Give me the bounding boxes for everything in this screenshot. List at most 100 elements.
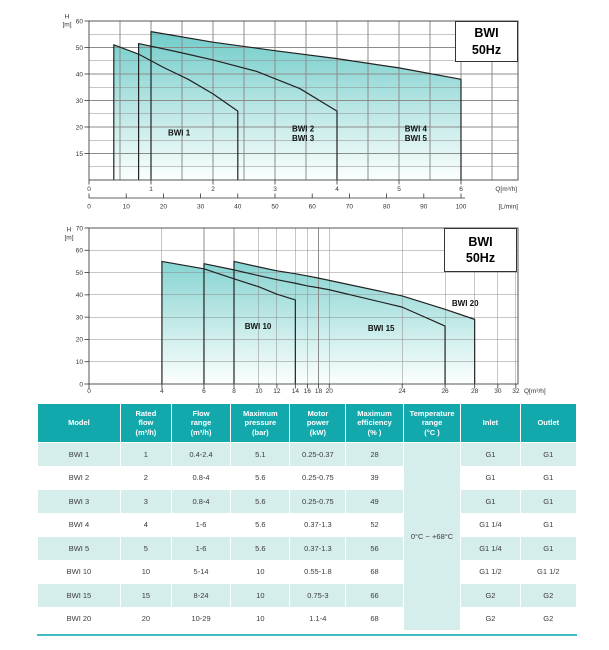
area-label-bwi-10: BWI 10 xyxy=(245,322,272,331)
lmin-tick-label: 90 xyxy=(420,204,428,211)
cell-inlet: G1 1/2 xyxy=(461,560,520,583)
cell-max-efficiency: 68 xyxy=(346,607,403,630)
x-tick-label: 4 xyxy=(335,186,339,193)
cell-max-pressure: 10 xyxy=(231,607,290,630)
y-tick-label: 40 xyxy=(76,292,84,299)
col-header-motor-power: Motor power (kW) xyxy=(290,404,346,442)
cell-rated-flow: 1 xyxy=(120,443,171,466)
cell-model: BWI 1 xyxy=(38,443,120,466)
table-row-bwi-5: BWI 5 5 1-6 5.6 0.37-1.3 56 G1 1/4 G1 xyxy=(38,537,576,560)
plot-frame xyxy=(88,227,519,385)
x-tick-label: 3 xyxy=(273,186,277,193)
col-header-max-pressure: Maximum pressure (bar) xyxy=(231,404,290,442)
x-tick-label: 14 xyxy=(292,388,300,395)
cell-model: BWI 15 xyxy=(38,584,120,607)
col-header-model: Model xyxy=(38,404,120,442)
chart1-title-box: BWI 50Hz xyxy=(455,21,518,62)
cell-outlet: G1 xyxy=(520,490,576,513)
cell-inlet: G1 1/4 xyxy=(461,513,520,536)
table-row-bwi-15: BWI 15 15 8-24 10 0.75-3 66 G2 G2 xyxy=(38,584,576,607)
y-tick-label: 10 xyxy=(76,359,84,366)
x-tick-label: 1 xyxy=(149,186,153,193)
lmin-tick-label: 30 xyxy=(197,204,205,211)
x-tick-label: 20 xyxy=(326,388,334,395)
cell-flow-range: 10-29 xyxy=(171,607,231,630)
x-tick-label: 2 xyxy=(211,186,215,193)
curve-bwi-15 xyxy=(203,263,446,384)
chart2-title-line1: BWI xyxy=(468,234,493,249)
table-row-bwi-3: BWI 3 3 0.8-4 5.6 0.25-0.75 49 G1 G1 xyxy=(38,490,576,513)
lmin-tick-label: 70 xyxy=(346,204,354,211)
cell-model: BWI 10 xyxy=(38,560,120,583)
area-label-bwi-4: BWI 4 xyxy=(405,124,428,133)
col-header-rated-flow: Rated flow (m³/h) xyxy=(120,404,171,442)
area-label-bwi-20: BWI 20 xyxy=(452,299,479,308)
table-row-bwi-1: BWI 1 1 0.4-2.4 5.1 0.25-0.37 28 0°C ~ +68°C G1… xyxy=(38,443,576,630)
y-tick-label: 40 xyxy=(76,71,84,78)
cell-max-pressure: 5.6 xyxy=(231,466,290,489)
x-tick-label: 0 xyxy=(87,388,91,395)
lmin-tick-label: 10 xyxy=(123,204,131,211)
cell-max-pressure: 10 xyxy=(231,560,290,583)
x-axis-unit-label: Q[m³/h] xyxy=(495,186,517,193)
y-axis-title-unit: [m] xyxy=(62,22,71,29)
x-tick-label: 32 xyxy=(512,388,520,395)
gridlines xyxy=(89,21,518,180)
cell-temperature-range: 0°C ~ +68°C xyxy=(403,443,461,630)
lmin-unit-label: [L/min] xyxy=(498,204,518,211)
cell-max-pressure: 10 xyxy=(231,584,290,607)
y-axis-title: H xyxy=(67,227,72,234)
cell-motor-power: 0.75-3 xyxy=(290,584,346,607)
cell-rated-flow: 5 xyxy=(120,537,171,560)
curve-bwi-10 xyxy=(161,260,296,384)
cell-rated-flow: 20 xyxy=(120,607,171,630)
cell-motor-power: 0.25-0.37 xyxy=(290,443,346,466)
area-label-bwi-1: BWI 1 xyxy=(168,128,191,137)
x-tick-label: 8 xyxy=(232,388,236,395)
cell-motor-power: 1.1-4 xyxy=(290,607,346,630)
x-tick-label: 26 xyxy=(441,388,449,395)
y-tick-label: 20 xyxy=(76,124,84,131)
cell-outlet: G2 xyxy=(520,607,576,630)
col-header-max-efficiency: Maximum efficiency (% ) xyxy=(346,404,403,442)
y-tick-label: 20 xyxy=(76,337,84,344)
x-tick-label: 18 xyxy=(315,388,323,395)
curve-bwi-20 xyxy=(233,260,476,384)
y-tick-label: 15 xyxy=(76,151,84,158)
cell-flow-range: 0.8-4 xyxy=(171,490,231,513)
chart1-title-line2: 50Hz xyxy=(471,42,502,57)
col-header-inlet: Inlet xyxy=(461,404,520,442)
y-axis-title-unit: [m] xyxy=(64,235,73,242)
pump-curve-chart-bwi-1-5: 60 50 40 30 20 15 0 1 2 3 4 5 6 Q[m³/h] H[m] 0 10 20 30 40 5… xyxy=(62,14,519,211)
y-axis-title: H xyxy=(65,14,70,21)
cell-inlet: G1 xyxy=(461,490,520,513)
x-axis-unit-label: Q[m³/h] xyxy=(524,388,546,395)
area-label-bwi-5: BWI 5 xyxy=(405,134,428,143)
cell-flow-range: 0.8-4 xyxy=(171,466,231,489)
table-bottom-rule xyxy=(37,634,577,636)
cell-flow-range: 1-6 xyxy=(171,537,231,560)
table-header-row: Model Rated flow (m³/h) Flow range (m³/h) Maxim… xyxy=(38,404,576,442)
y-tick-label: 0 xyxy=(79,381,83,388)
cell-rated-flow: 4 xyxy=(120,513,171,536)
specifications-table: Model Rated flow (m³/h) Flow range (m³/h) Maxim… xyxy=(37,403,577,631)
area-label-bwi-3: BWI 3 xyxy=(292,134,315,143)
chart2-title-line2: 50Hz xyxy=(465,251,496,265)
cell-motor-power: 0.37-1.3 xyxy=(290,537,346,560)
cell-rated-flow: 15 xyxy=(120,584,171,607)
cell-outlet: G1 xyxy=(520,466,576,489)
lmin-tick-label: 100 xyxy=(456,204,467,211)
lmin-tick-label: 40 xyxy=(234,204,242,211)
cell-outlet: G1 xyxy=(520,513,576,536)
cell-max-pressure: 5.6 xyxy=(231,513,290,536)
cell-flow-range: 8-24 xyxy=(171,584,231,607)
cell-outlet: G1 xyxy=(520,537,576,560)
curve-bwi-1 xyxy=(113,44,239,180)
x-tick-label: 0 xyxy=(87,186,91,193)
x-tick-label: 6 xyxy=(202,388,206,395)
cell-max-efficiency: 49 xyxy=(346,490,403,513)
cell-model: BWI 20 xyxy=(38,607,120,630)
cell-rated-flow: 2 xyxy=(120,466,171,489)
y-tick-label: 50 xyxy=(76,45,84,52)
table-row-bwi-10: BWI 10 10 5-14 10 0.55-1.8 68 G1 1/2 G1 1/2 xyxy=(38,560,576,583)
